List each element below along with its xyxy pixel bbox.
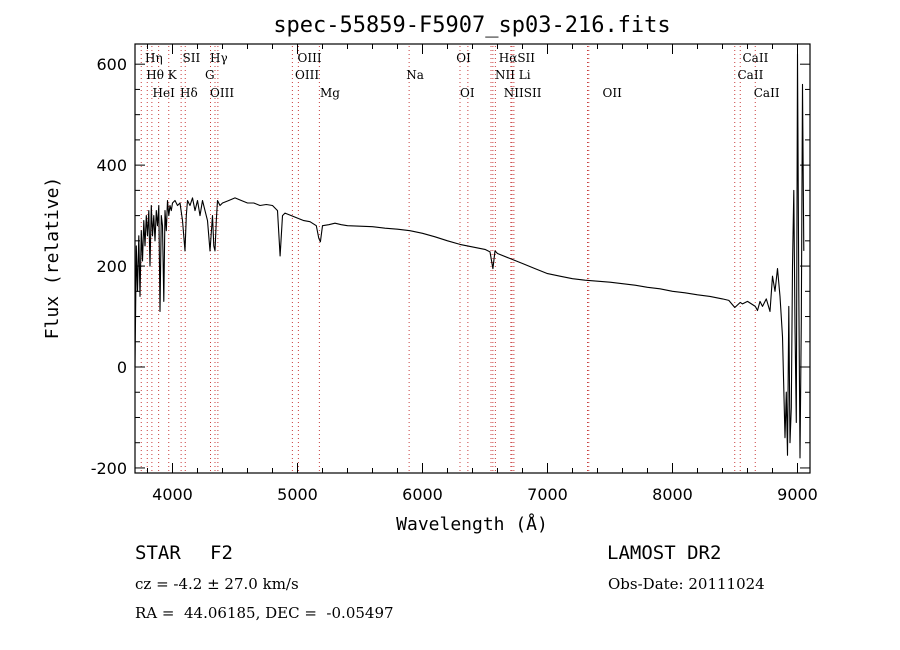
spectrum-line-0 <box>134 53 805 459</box>
line-label-row3-4: OI <box>460 86 475 100</box>
y-tick-label-1: 0 <box>117 358 127 377</box>
x-tick-label-3: 7000 <box>527 485 568 504</box>
observation-date: Obs-Date: 20111024 <box>608 575 765 593</box>
x-tick-label-5: 9000 <box>777 485 818 504</box>
line-label-row3-2: OIII <box>210 86 234 100</box>
line-label-row3-0: HeI <box>153 86 176 100</box>
line-label-row2-3: Na <box>406 68 424 82</box>
line-label-row1-4: OI <box>456 51 471 65</box>
y-tick-label-3: 400 <box>96 156 127 175</box>
line-label-row3-6: OII <box>603 86 623 100</box>
line-label-row2-2: OIII <box>295 68 319 82</box>
line-label-row1-6: CaII <box>743 51 769 65</box>
x-tick-label-2: 6000 <box>402 485 443 504</box>
y-tick-label-4: 600 <box>96 55 127 74</box>
object-class: STAR <box>135 542 181 564</box>
line-label-row2-1: G <box>205 68 215 82</box>
chart-title: spec-55859-F5907_sp03-216.fits <box>273 13 670 38</box>
y-tick-label-0: -200 <box>91 459 127 478</box>
ra-dec-text: RA = 44.06185, DEC = -0.05497 <box>135 604 394 622</box>
line-label-row3-1: Hδ <box>180 86 198 100</box>
redshift-text: cz = -4.2 ± 27.0 km/s <box>135 575 299 593</box>
line-label-row2-5: CaII <box>738 68 764 82</box>
x-tick-label-4: 8000 <box>652 485 693 504</box>
object-subclass: F2 <box>210 542 233 564</box>
x-axis-label: Wavelength (Å) <box>396 513 548 535</box>
line-label-row1-2: Hγ <box>210 51 228 65</box>
line-label-row1-3: OIII <box>298 51 322 65</box>
line-label-row2-0: Hθ K <box>146 68 178 82</box>
y-axis-label: Flux (relative) <box>42 177 63 340</box>
line-label-row3-3: Mg <box>320 86 340 100</box>
line-label-row3-5: NIISII <box>504 86 542 100</box>
line-label-row3-7: CaII <box>754 86 780 100</box>
line-label-row1-1: SII <box>183 51 201 65</box>
x-tick-label-0: 4000 <box>152 485 193 504</box>
line-label-row2-4: NII Li <box>495 68 531 82</box>
y-tick-label-2: 200 <box>96 257 127 276</box>
line-label-row1-5: HαSII <box>499 51 536 65</box>
survey-name: LAMOST DR2 <box>607 542 722 564</box>
line-label-row1-0: Hη <box>145 51 163 65</box>
x-tick-label-1: 5000 <box>277 485 318 504</box>
plot-frame <box>134 43 811 474</box>
